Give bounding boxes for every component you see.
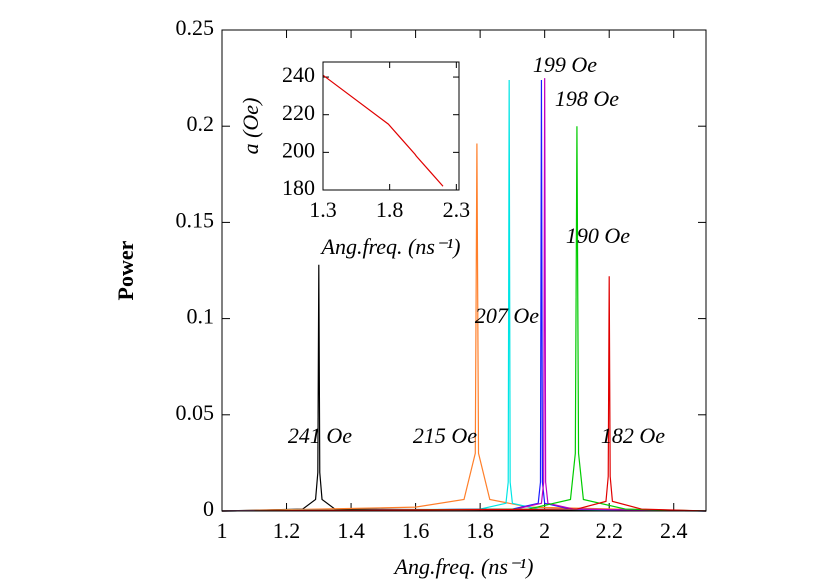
inset-background xyxy=(323,62,459,190)
x-tick-label: 2.3 xyxy=(443,197,471,222)
y-tick-label: 0.2 xyxy=(187,111,215,136)
x-tick-label: 2 xyxy=(539,518,550,543)
x-tick-label: 1 xyxy=(217,518,228,543)
data-line xyxy=(221,80,707,512)
y-tick-label: 0.15 xyxy=(176,207,215,232)
x-tick-label: 1.2 xyxy=(273,518,301,543)
y-tick-label: 0.05 xyxy=(176,400,215,425)
y-tick-label: 0.1 xyxy=(187,304,215,329)
data-line xyxy=(221,264,707,512)
peak-label: 207 Oe xyxy=(475,303,539,328)
plot-frame xyxy=(322,61,460,191)
peak-label: 241 Oe xyxy=(288,423,352,448)
peak-label: 182 Oe xyxy=(601,423,665,448)
data-line xyxy=(221,78,707,512)
y-tick-label: 240 xyxy=(282,62,315,87)
x-tick-label: 1.4 xyxy=(337,518,365,543)
y-axis-label: Power xyxy=(113,240,138,300)
x-axis-label: Ang.freq. (ns⁻¹) xyxy=(320,234,461,259)
x-tick-label: 2.4 xyxy=(660,518,688,543)
x-tick-label: 1.8 xyxy=(376,197,404,222)
x-tick-label: 1.6 xyxy=(402,518,430,543)
y-tick-label: 0 xyxy=(203,496,214,521)
y-tick-label: 200 xyxy=(282,137,315,162)
y-axis-label: a (Oe) xyxy=(238,98,263,155)
x-tick-label: 1.8 xyxy=(466,518,494,543)
y-tick-label: 0.25 xyxy=(176,15,215,40)
peak-label: 198 Oe xyxy=(555,86,619,111)
peak-label: 190 Oe xyxy=(566,223,630,248)
data-line xyxy=(221,126,707,512)
plot-frame xyxy=(221,29,707,512)
x-tick-label: 1.3 xyxy=(309,197,337,222)
x-axis-label: Ang.freq. (ns⁻¹) xyxy=(393,554,534,579)
data-line xyxy=(322,74,444,187)
data-line xyxy=(221,80,707,512)
peak-label: 199 Oe xyxy=(533,52,597,77)
y-tick-label: 180 xyxy=(282,175,315,200)
x-tick-label: 2.2 xyxy=(595,518,623,543)
data-line xyxy=(221,276,707,512)
y-tick-label: 220 xyxy=(282,100,315,125)
peak-label: 215 Oe xyxy=(413,423,477,448)
